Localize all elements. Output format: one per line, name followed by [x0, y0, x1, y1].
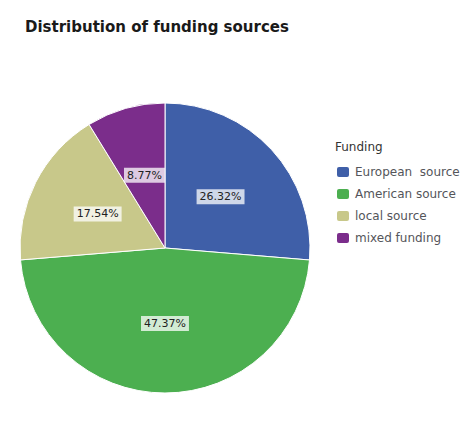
svg-text:local source: local source: [355, 209, 427, 223]
svg-text:26.32%: 26.32%: [200, 190, 242, 203]
svg-text:Distribution of funding source: Distribution of funding sources: [25, 18, 289, 36]
svg-text:47.37%: 47.37%: [144, 317, 186, 330]
svg-text:American source: American source: [355, 187, 456, 201]
svg-text:8.77%: 8.77%: [127, 169, 162, 182]
svg-text:mixed funding: mixed funding: [355, 231, 441, 245]
svg-text:European source: European source: [355, 165, 460, 179]
svg-text:Funding: Funding: [335, 140, 383, 154]
svg-text:17.54%: 17.54%: [77, 207, 119, 220]
